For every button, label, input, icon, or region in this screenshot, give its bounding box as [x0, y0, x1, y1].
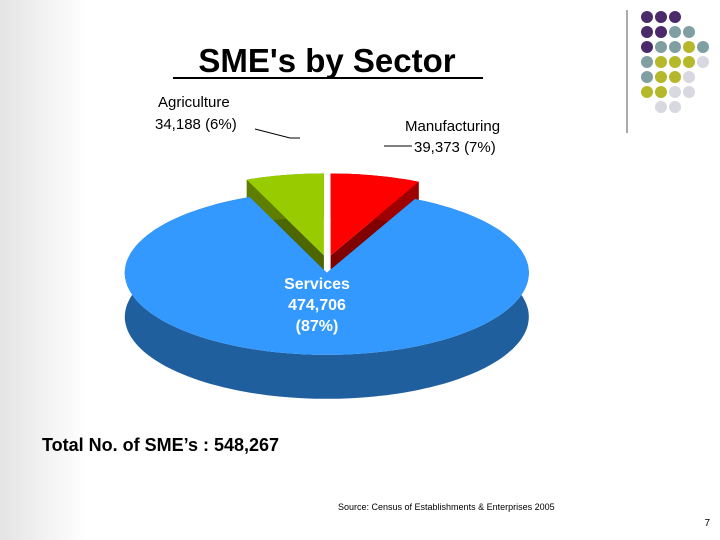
dot — [683, 56, 695, 68]
slice-label: Manufacturing — [405, 118, 500, 135]
slice-label: Agriculture — [158, 94, 230, 111]
value-label: 474,706 — [288, 297, 346, 314]
dot — [655, 26, 667, 38]
dot — [669, 56, 681, 68]
dot — [697, 56, 709, 68]
leader-line — [254, 128, 300, 139]
dot — [669, 101, 681, 113]
dot — [655, 11, 667, 23]
dot — [655, 56, 667, 68]
percent-label: (6%) — [205, 116, 237, 133]
dot — [683, 41, 695, 53]
dot — [655, 71, 667, 83]
dot — [641, 86, 653, 98]
dot — [641, 26, 653, 38]
dot — [655, 86, 667, 98]
slice-label: Services — [284, 276, 350, 293]
dot — [683, 86, 695, 98]
source-note: Source: Census of Establishments & Enter… — [338, 502, 555, 512]
dot — [641, 71, 653, 83]
dot — [655, 41, 667, 53]
dot — [641, 11, 653, 23]
slice — [246, 173, 324, 256]
value-label: 34,188 — [155, 116, 201, 133]
dot — [683, 71, 695, 83]
slice — [330, 173, 419, 256]
dot — [669, 86, 681, 98]
value-label: 39,373 — [414, 139, 460, 156]
chart-title: SME's by Sector — [198, 42, 455, 79]
slice — [124, 197, 529, 355]
percent-label: (87%) — [296, 318, 339, 335]
dot — [683, 26, 695, 38]
dot — [669, 11, 681, 23]
decoration — [626, 10, 709, 133]
slice-value-label: 34,188 (6%) — [155, 116, 237, 133]
pie — [124, 173, 529, 399]
dot — [669, 26, 681, 38]
dot — [669, 71, 681, 83]
dot — [697, 41, 709, 53]
page-number: 7 — [704, 518, 710, 529]
dot — [641, 41, 653, 53]
slice-side — [124, 197, 529, 399]
total-label: Total No. of SME’s : 548,267 — [42, 435, 279, 455]
percent-label: (7%) — [464, 139, 496, 156]
dot — [669, 41, 681, 53]
slice-value-label: 39,373 (7%) — [414, 139, 496, 156]
dot — [655, 101, 667, 113]
dot — [641, 56, 653, 68]
